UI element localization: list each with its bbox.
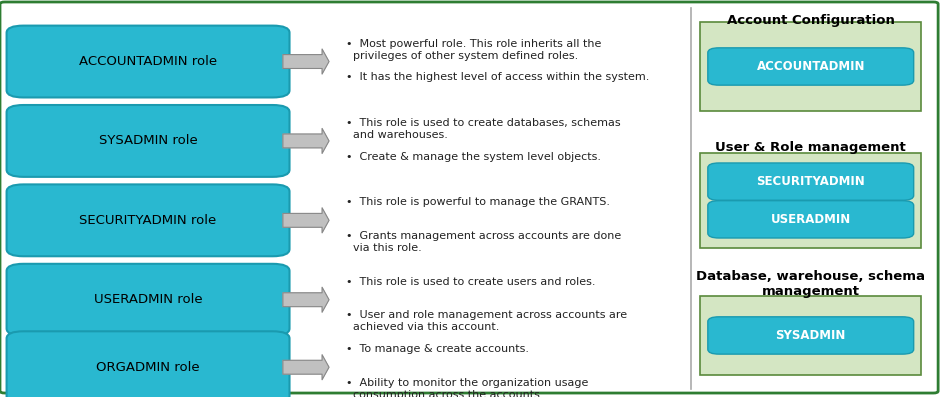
- Text: SECURITYADMIN role: SECURITYADMIN role: [79, 214, 217, 227]
- FancyBboxPatch shape: [708, 48, 914, 85]
- FancyBboxPatch shape: [7, 105, 290, 177]
- FancyBboxPatch shape: [708, 200, 914, 238]
- Text: Account Configuration: Account Configuration: [727, 14, 895, 27]
- Text: •  To manage & create accounts.: • To manage & create accounts.: [346, 344, 529, 354]
- Text: SYSADMIN: SYSADMIN: [776, 329, 846, 342]
- Text: •  User and role management across accounts are
  achieved via this account.: • User and role management across accoun…: [346, 310, 627, 332]
- Text: ACCOUNTADMIN: ACCOUNTADMIN: [757, 60, 865, 73]
- FancyBboxPatch shape: [708, 317, 914, 354]
- Text: •  This role is used to create users and roles.: • This role is used to create users and …: [346, 277, 595, 287]
- FancyBboxPatch shape: [7, 184, 290, 256]
- Text: •  Create & manage the system level objects.: • Create & manage the system level objec…: [346, 152, 601, 162]
- FancyBboxPatch shape: [7, 264, 290, 336]
- Text: •  Grants management across accounts are done
  via this role.: • Grants management across accounts are …: [346, 231, 621, 253]
- Text: •  Most powerful role. This role inherits all the
  privileges of other system d: • Most powerful role. This role inherits…: [346, 39, 602, 60]
- Text: ACCOUNTADMIN role: ACCOUNTADMIN role: [79, 55, 217, 68]
- Text: •  Ability to monitor the organization usage
  consumption across the accounts.: • Ability to monitor the organization us…: [346, 378, 588, 397]
- Text: ORGADMIN role: ORGADMIN role: [96, 361, 200, 374]
- FancyBboxPatch shape: [708, 163, 914, 200]
- Text: USERADMIN role: USERADMIN role: [94, 293, 202, 306]
- Text: SYSADMIN role: SYSADMIN role: [99, 135, 197, 147]
- Text: Database, warehouse, schema
management: Database, warehouse, schema management: [697, 270, 925, 298]
- FancyBboxPatch shape: [7, 25, 290, 98]
- Text: USERADMIN: USERADMIN: [771, 213, 851, 226]
- FancyBboxPatch shape: [700, 153, 921, 248]
- Text: SECURITYADMIN: SECURITYADMIN: [757, 175, 865, 188]
- FancyBboxPatch shape: [7, 331, 290, 397]
- Text: •  This role is powerful to manage the GRANTS.: • This role is powerful to manage the GR…: [346, 197, 610, 207]
- Text: •  This role is used to create databases, schemas
  and warehouses.: • This role is used to create databases,…: [346, 118, 620, 140]
- FancyBboxPatch shape: [700, 22, 921, 111]
- Text: •  It has the highest level of access within the system.: • It has the highest level of access wit…: [346, 72, 650, 82]
- Text: User & Role management: User & Role management: [715, 141, 906, 154]
- FancyBboxPatch shape: [700, 296, 921, 375]
